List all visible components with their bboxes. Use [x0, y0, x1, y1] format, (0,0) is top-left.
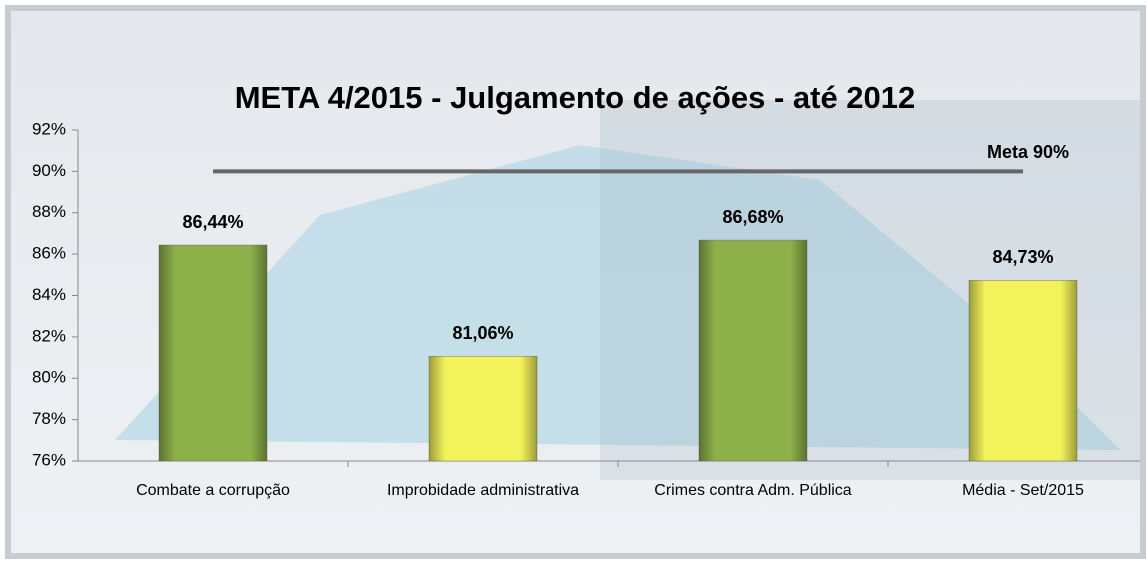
bar-shade: [699, 240, 807, 461]
bar-shade: [159, 245, 267, 461]
y-tick-label: 90%: [32, 161, 66, 180]
bar-shade: [429, 356, 537, 461]
value-label: 86,44%: [182, 212, 243, 232]
y-tick-label: 86%: [32, 244, 66, 263]
value-label: 84,73%: [992, 247, 1053, 267]
y-tick-label: 82%: [32, 326, 66, 345]
chart-title: META 4/2015 - Julgamento de ações - até …: [235, 80, 916, 115]
target-label: Meta 90%: [987, 142, 1069, 162]
x-tick-label: Improbidade administrativa: [387, 482, 579, 499]
y-tick-label: 80%: [32, 368, 66, 387]
y-tick-label: 76%: [32, 450, 66, 469]
x-tick-label: Combate a corrupção: [136, 482, 290, 499]
background-shape: [115, 145, 1120, 450]
value-label: 86,68%: [722, 207, 783, 227]
value-label: 81,06%: [452, 323, 513, 343]
x-tick-label: Crimes contra Adm. Pública: [654, 482, 852, 499]
y-tick-label: 88%: [32, 202, 66, 221]
x-tick-label: Média - Set/2015: [962, 482, 1084, 499]
y-tick-label: 78%: [32, 409, 66, 428]
y-tick-label: 84%: [32, 285, 66, 304]
y-tick-label: 92%: [32, 119, 66, 138]
bar-shade: [969, 280, 1077, 461]
